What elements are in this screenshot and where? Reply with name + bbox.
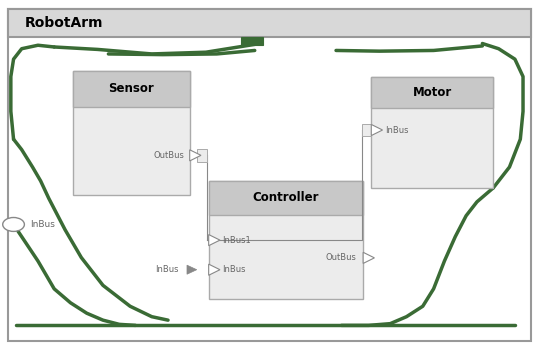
Polygon shape xyxy=(187,265,197,274)
Polygon shape xyxy=(363,252,375,263)
FancyBboxPatch shape xyxy=(241,37,263,45)
Polygon shape xyxy=(209,235,220,246)
Text: OutBus: OutBus xyxy=(153,151,184,160)
FancyBboxPatch shape xyxy=(73,71,190,195)
FancyBboxPatch shape xyxy=(371,77,493,188)
FancyBboxPatch shape xyxy=(209,181,363,215)
Polygon shape xyxy=(371,125,383,136)
Text: Controller: Controller xyxy=(253,191,319,204)
Bar xyxy=(197,149,207,161)
Text: InBus: InBus xyxy=(222,265,246,274)
Text: InBus1: InBus1 xyxy=(222,236,251,245)
FancyBboxPatch shape xyxy=(209,181,363,299)
Text: Sensor: Sensor xyxy=(108,82,154,95)
Polygon shape xyxy=(209,264,220,275)
Text: Motor: Motor xyxy=(412,86,452,99)
FancyBboxPatch shape xyxy=(73,71,190,106)
Circle shape xyxy=(3,218,24,231)
Polygon shape xyxy=(190,150,201,161)
Text: RobotArm: RobotArm xyxy=(24,16,103,30)
Bar xyxy=(362,124,371,136)
Text: InBus: InBus xyxy=(30,220,55,229)
Text: InBus: InBus xyxy=(156,265,179,274)
Text: InBus: InBus xyxy=(385,126,408,135)
FancyBboxPatch shape xyxy=(8,9,531,37)
FancyBboxPatch shape xyxy=(371,77,493,108)
Text: OutBus: OutBus xyxy=(326,253,357,262)
FancyBboxPatch shape xyxy=(8,9,531,341)
